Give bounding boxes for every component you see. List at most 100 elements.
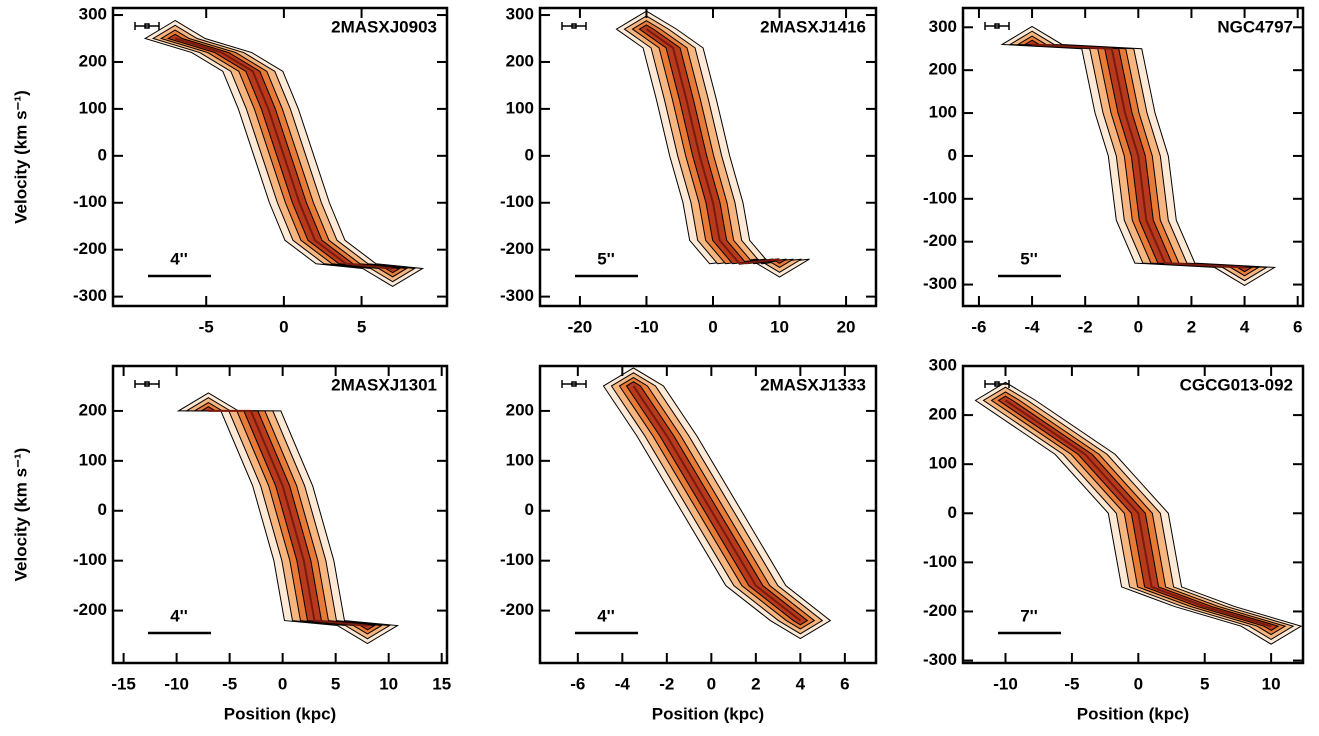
panel-title: CGCG013-092 <box>1180 375 1293 394</box>
contour <box>631 20 794 269</box>
ridge <box>1004 399 1272 628</box>
x-tick-label: -10 <box>634 317 659 336</box>
y-tick-label: -100 <box>73 192 107 211</box>
x-axis-label: Position (kpc) <box>224 704 336 723</box>
x-tick-label: 0 <box>708 317 717 336</box>
y-tick-label: -100 <box>73 550 107 569</box>
y-tick-label: 200 <box>929 405 957 424</box>
x-axis-label: Position (kpc) <box>652 704 764 723</box>
x-tick-label: 5 <box>331 674 340 693</box>
x-tick-label: -10 <box>164 674 189 693</box>
y-tick-label: 200 <box>506 400 534 419</box>
x-tick-label: 0 <box>707 674 716 693</box>
x-tick-label: 6 <box>840 674 849 693</box>
y-tick-label: 100 <box>929 103 957 122</box>
frame <box>111 364 449 665</box>
contour <box>638 24 787 265</box>
x-tick-label: 4 <box>1240 317 1250 336</box>
y-tick-label: -300 <box>500 286 534 305</box>
x-tick-label: -6 <box>971 317 986 336</box>
x-tick-label: 6 <box>1293 317 1302 336</box>
y-tick-label: 100 <box>79 450 107 469</box>
y-tick-label: 100 <box>506 450 534 469</box>
x-tick-label: 20 <box>837 317 856 336</box>
error-bar <box>134 380 160 388</box>
y-tick-label: 0 <box>98 145 107 164</box>
x-tick-label: -2 <box>659 674 674 693</box>
y-tick-label: -300 <box>923 650 957 669</box>
y-tick-label: 100 <box>506 98 534 117</box>
x-tick-label: 0 <box>1134 317 1143 336</box>
scale-label: 4'' <box>597 606 615 625</box>
x-tick-label: -4 <box>615 674 631 693</box>
x-axis-label: Position (kpc) <box>1077 704 1189 723</box>
ridge <box>645 28 780 265</box>
ridge <box>632 385 801 622</box>
x-tick-label: -5 <box>1064 674 1079 693</box>
x-tick-label: 0 <box>278 674 287 693</box>
scale-label: 4'' <box>170 249 188 268</box>
y-tick-label: -200 <box>73 239 107 258</box>
y-tick-label: 200 <box>506 51 534 70</box>
y-tick-label: 300 <box>506 5 534 24</box>
x-tick-label: 2 <box>751 674 760 693</box>
error-bar <box>561 380 587 388</box>
scale-label: 7'' <box>1020 606 1038 625</box>
x-tick-label: -5 <box>222 674 237 693</box>
x-tick-label: 0 <box>1134 674 1143 693</box>
x-tick-label: 10 <box>379 674 398 693</box>
y-tick-label: 0 <box>98 500 107 519</box>
x-tick-label: -15 <box>111 674 136 693</box>
y-tick-label: -300 <box>73 286 107 305</box>
x-tick-label: -2 <box>1078 317 1093 336</box>
x-tick-label: -10 <box>993 674 1018 693</box>
contour <box>199 406 377 631</box>
scale-label: 5'' <box>597 249 615 268</box>
y-tick-label: -200 <box>73 600 107 619</box>
error-bar <box>561 22 587 30</box>
x-tick-label: -4 <box>1025 317 1041 336</box>
frame <box>961 6 1305 308</box>
x-tick-label: 15 <box>432 674 451 693</box>
y-tick-label: 100 <box>79 98 107 117</box>
x-tick-label: 2 <box>1187 317 1196 336</box>
error-bar <box>984 380 1010 388</box>
y-tick-label: -100 <box>500 192 534 211</box>
y-axis-label: Velocity (km s⁻¹) <box>11 90 30 224</box>
y-tick-label: 200 <box>929 60 957 79</box>
y-tick-label: -100 <box>923 552 957 571</box>
x-tick-label: 5 <box>1200 674 1209 693</box>
y-tick-label: -200 <box>500 239 534 258</box>
panel-title: NGC4797 <box>1217 17 1293 36</box>
scale-label: 5'' <box>1020 249 1038 268</box>
error-bar <box>134 22 160 30</box>
frame <box>961 364 1305 665</box>
y-tick-label: -200 <box>923 231 957 250</box>
y-axis-label: Velocity (km s⁻¹) <box>11 448 30 582</box>
y-tick-label: -100 <box>923 188 957 207</box>
y-tick-label: -100 <box>500 550 534 569</box>
x-tick-label: 5 <box>357 317 366 336</box>
y-tick-label: 200 <box>79 400 107 419</box>
y-tick-label: 0 <box>948 145 957 164</box>
y-tick-label: -300 <box>923 274 957 293</box>
error-bar <box>984 22 1010 30</box>
y-tick-label: 100 <box>929 454 957 473</box>
scale-label: 4'' <box>170 606 188 625</box>
frame <box>538 6 878 308</box>
x-tick-label: 10 <box>1262 674 1281 693</box>
y-tick-label: 300 <box>79 5 107 24</box>
y-tick-label: -200 <box>923 601 957 620</box>
panel-title: 2MASXJ0903 <box>331 17 437 36</box>
x-tick-label: 4 <box>796 674 806 693</box>
frame <box>111 6 449 308</box>
ridge <box>174 37 393 270</box>
y-tick-label: 0 <box>525 145 534 164</box>
panel-title: 2MASXJ1333 <box>760 375 866 394</box>
panel-title: 2MASXJ1301 <box>331 375 437 394</box>
y-tick-label: 300 <box>929 17 957 36</box>
y-tick-label: 200 <box>79 51 107 70</box>
x-tick-label: -20 <box>568 317 593 336</box>
ridge <box>1032 43 1245 269</box>
